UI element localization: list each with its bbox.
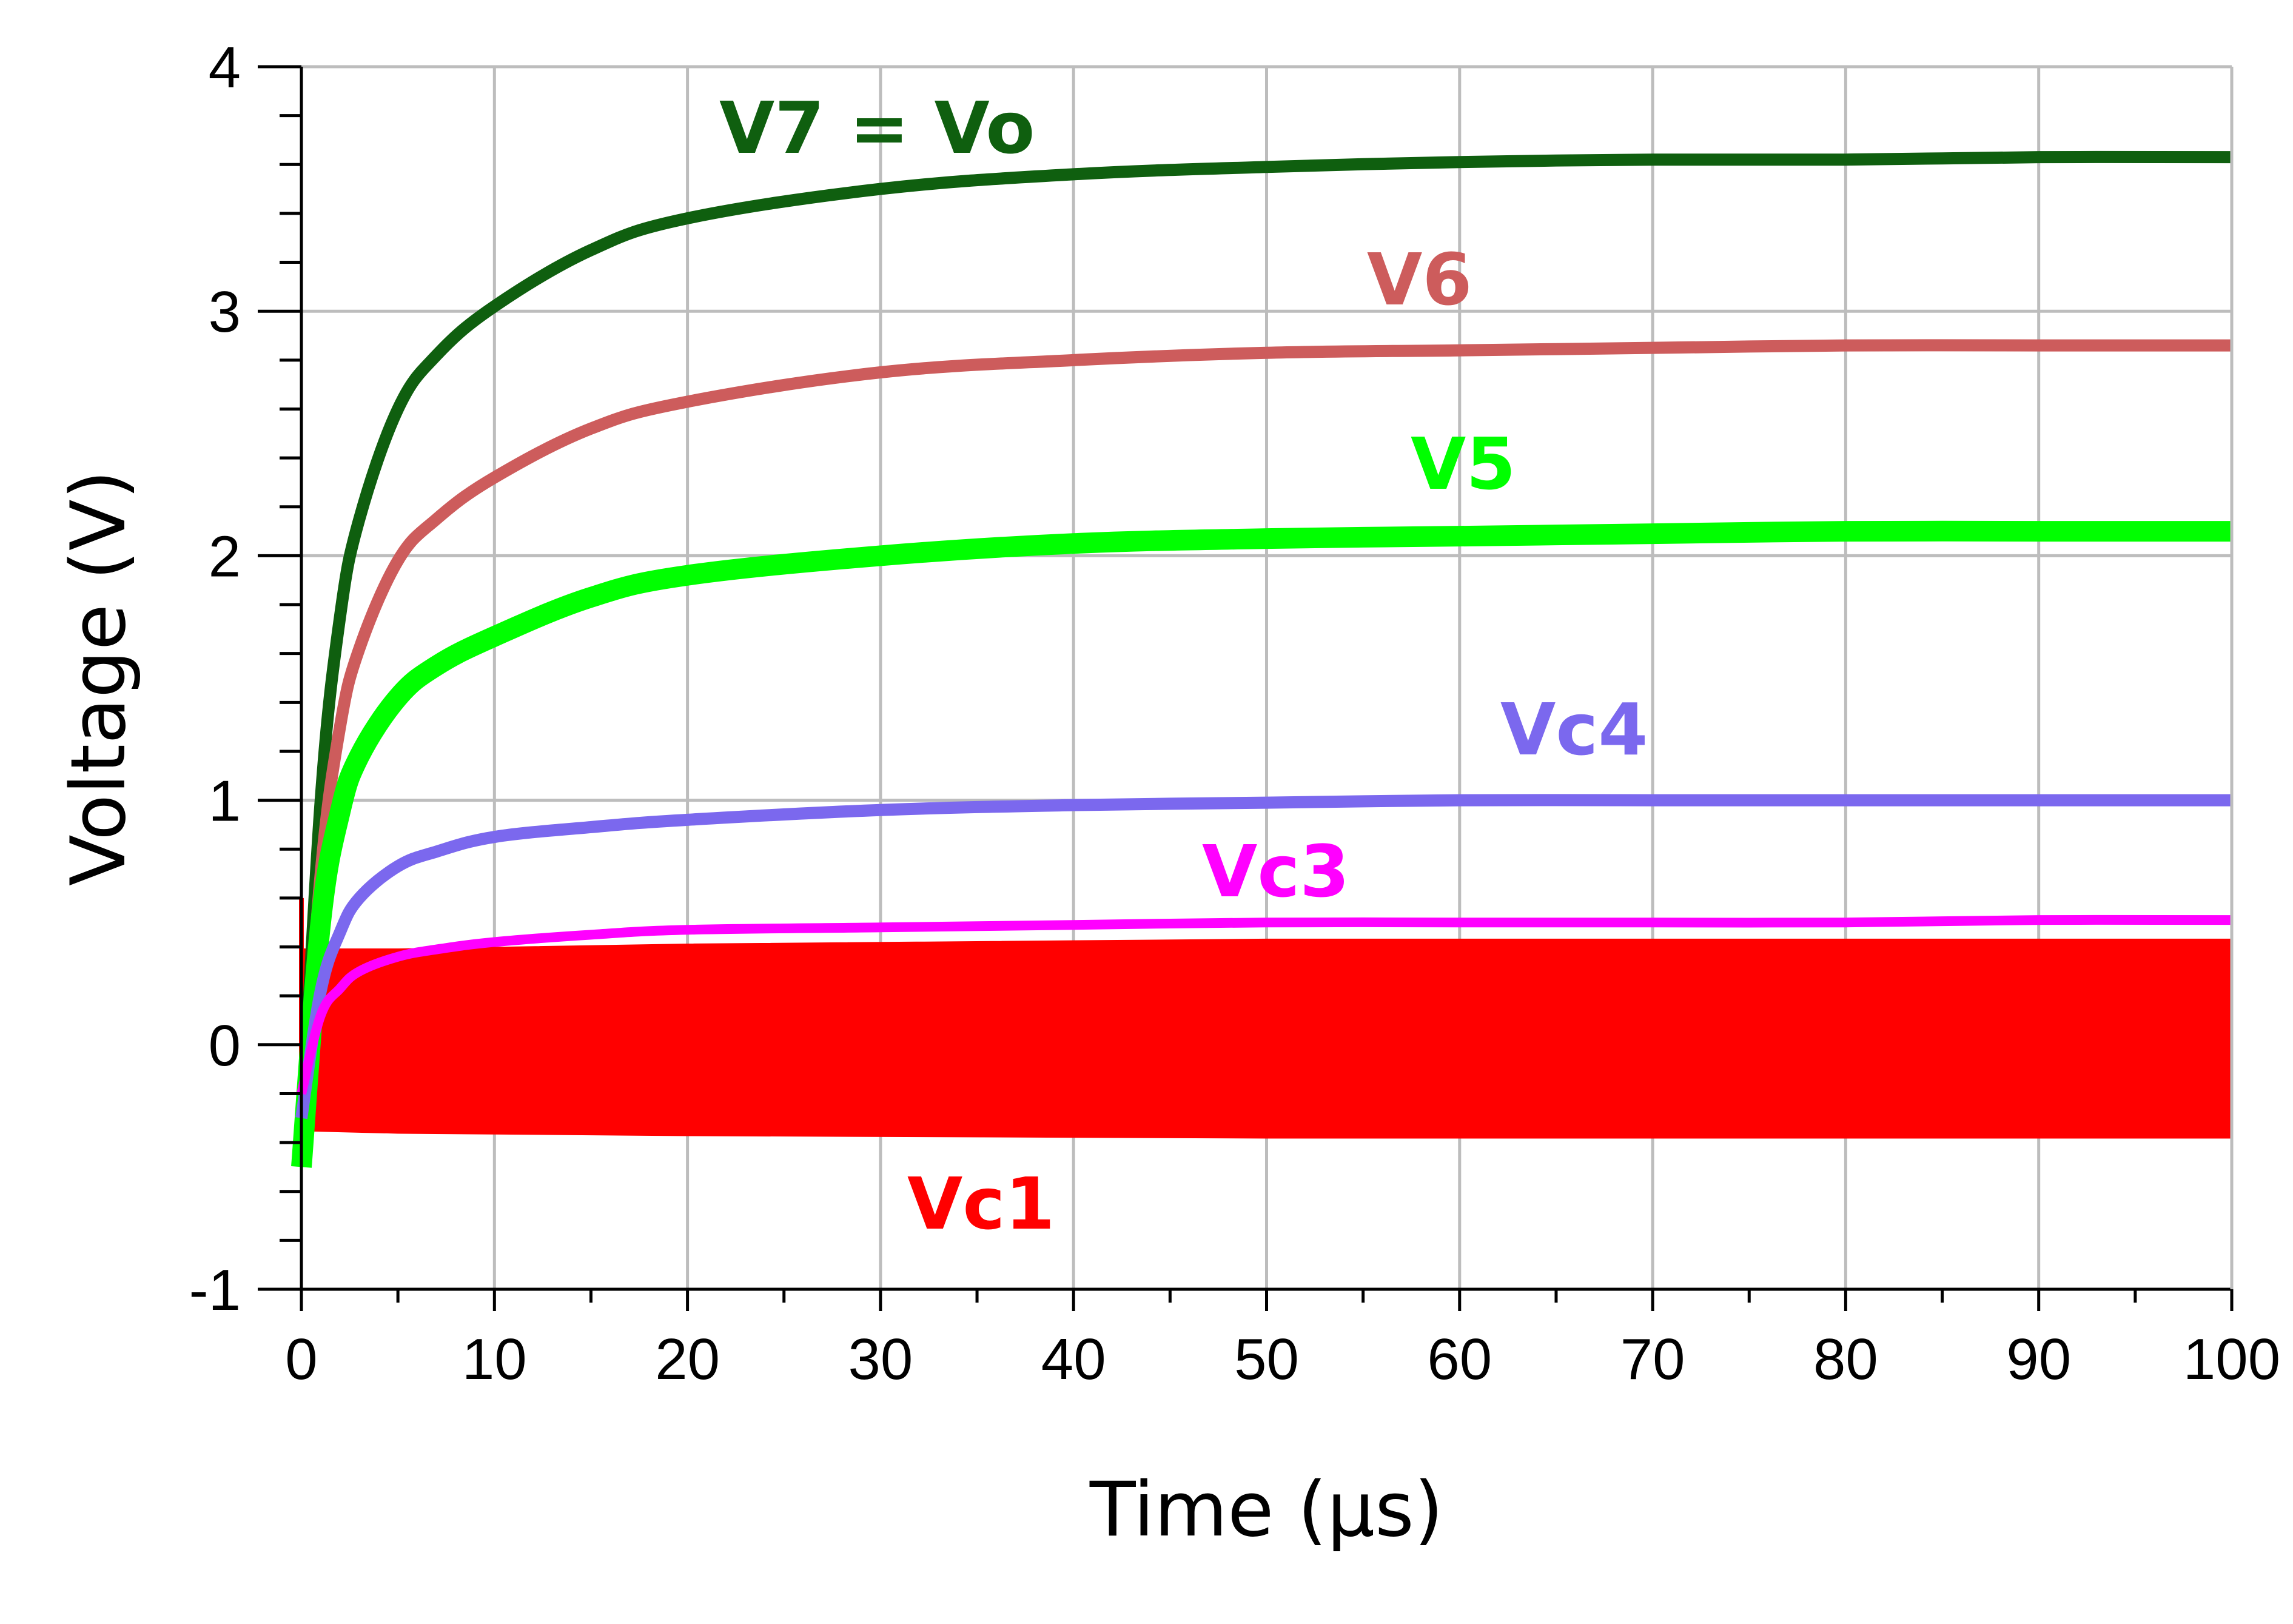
x-axis-title: Time (µs) xyxy=(1089,1466,1443,1554)
series-label-v6: V6 xyxy=(1367,238,1472,321)
series-line-v7-vo xyxy=(295,150,2232,1143)
series-label-vc4: Vc4 xyxy=(1500,688,1648,771)
series-layer xyxy=(291,150,2233,1168)
x-tick-label: 0 xyxy=(285,1327,317,1392)
y-tick-label: 3 xyxy=(209,280,241,344)
x-tick-label: 10 xyxy=(462,1327,527,1392)
series-label-vc1: Vc1 xyxy=(907,1162,1055,1246)
series-line-vc4 xyxy=(295,794,2232,1119)
y-axis-title: Voltage (V) xyxy=(55,470,143,886)
tick-labels: 0 10 20 30 40 50 60 70 80 90 100 -1 0 1 2 3 4 xyxy=(189,35,2280,1392)
x-tick-label: 40 xyxy=(1041,1327,1106,1392)
series-label-v5: V5 xyxy=(1411,422,1516,506)
series-line-v5 xyxy=(291,520,2232,1168)
x-tick-label: 50 xyxy=(1234,1327,1299,1392)
y-tick-label: 2 xyxy=(209,524,241,589)
series-label-v7-vo: V7 = Vo xyxy=(719,86,1035,170)
y-tick-label: -1 xyxy=(189,1258,241,1323)
x-tick-label: 90 xyxy=(2006,1327,2071,1392)
series-line-v6 xyxy=(295,339,2232,1143)
x-tick-label: 100 xyxy=(2183,1327,2280,1392)
x-tick-label: 80 xyxy=(1813,1327,1878,1392)
y-tick-label: 0 xyxy=(209,1013,241,1078)
x-tick-label: 60 xyxy=(1427,1327,1492,1392)
series-label-vc3: Vc3 xyxy=(1202,830,1349,913)
series-line-vc3 xyxy=(297,914,2232,1095)
tick-marks xyxy=(258,65,2234,1311)
y-tick-label: 1 xyxy=(209,769,241,834)
x-tick-label: 30 xyxy=(848,1327,913,1392)
x-tick-label: 70 xyxy=(1620,1327,1685,1392)
x-tick-label: 20 xyxy=(655,1327,720,1392)
y-tick-label: 4 xyxy=(209,35,241,100)
series-vc1-envelope xyxy=(300,938,2233,1139)
